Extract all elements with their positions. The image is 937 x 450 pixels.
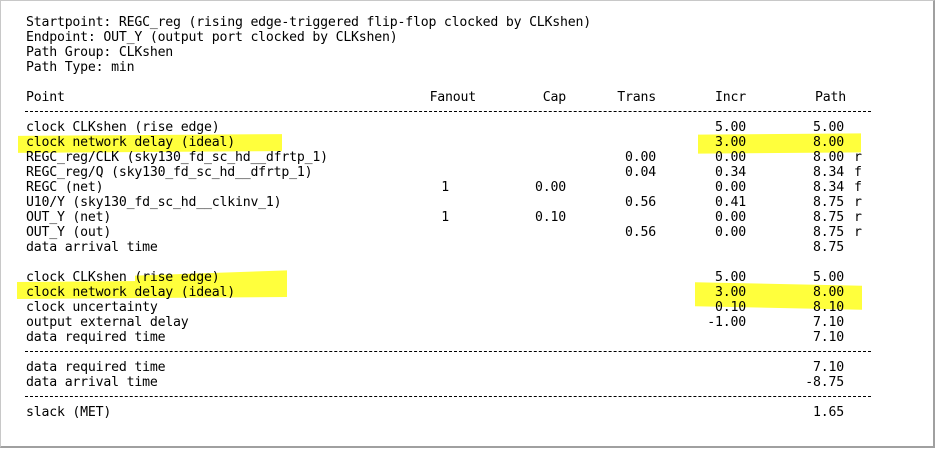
row-trans: 0.56 <box>625 225 656 240</box>
row-point: OUT_Y (net) <box>26 210 112 225</box>
row-path: 8.00 <box>813 135 844 150</box>
summary-separator <box>25 396 871 397</box>
row-path: 8.75 <box>813 240 844 255</box>
row-edge: f <box>854 180 862 195</box>
row-point: clock CLKshen (rise edge) <box>26 270 220 285</box>
row-path: 5.00 <box>813 270 844 285</box>
row-path: 5.00 <box>813 120 844 135</box>
row-cap: 0.10 <box>535 210 566 225</box>
header-separator <box>25 111 871 112</box>
row-incr: 0.41 <box>715 195 746 210</box>
startpoint-line: Startpoint: REGC_reg (rising edge-trigge… <box>26 15 591 30</box>
col-fanout: Fanout <box>429 90 477 105</box>
row-path: 8.10 <box>813 300 844 315</box>
row-point: REGC_reg/CLK (sky130_fd_sc_hd__dfrtp_1) <box>26 150 328 165</box>
row-incr: 3.00 <box>715 285 746 300</box>
row-path: 8.34 <box>813 180 844 195</box>
col-path: Path <box>815 90 846 105</box>
col-cap: Cap <box>542 90 566 105</box>
row-point: output external delay <box>26 315 189 330</box>
row-point: clock CLKshen (rise edge) <box>26 120 220 135</box>
row-edge: r <box>854 210 862 225</box>
row-path: 8.34 <box>813 165 844 180</box>
row-cap: 0.00 <box>535 180 566 195</box>
row-path: 8.00 <box>813 150 844 165</box>
col-point: Point <box>26 90 65 105</box>
endpoint-line: Endpoint: OUT_Y (output port clocked by … <box>26 30 398 45</box>
row-point: REGC (net) <box>26 180 104 195</box>
row-edge: f <box>854 165 862 180</box>
row-path: 8.75 <box>813 225 844 240</box>
required-separator <box>25 351 871 352</box>
row-edge: r <box>854 195 862 210</box>
row-point: clock network delay (ideal) <box>26 285 235 300</box>
row-trans: 0.00 <box>625 150 656 165</box>
row-edge: r <box>854 225 862 240</box>
row-point: clock uncertainty <box>26 300 158 315</box>
row-trans: 0.04 <box>625 165 656 180</box>
row-fanout: 1 <box>441 180 449 195</box>
row-incr: 3.00 <box>715 135 746 150</box>
row-fanout: 1 <box>441 210 449 225</box>
row-incr: 0.00 <box>715 150 746 165</box>
path-group-line: Path Group: CLKshen <box>26 45 174 60</box>
row-point: REGC_reg/Q (sky130_fd_sc_hd__dfrtp_1) <box>26 165 313 180</box>
row-point: data required time <box>26 360 166 375</box>
row-point: clock network delay (ideal) <box>26 135 235 150</box>
row-incr: 0.34 <box>715 165 746 180</box>
row-path: 7.10 <box>813 330 844 345</box>
row-path: 8.75 <box>813 195 844 210</box>
row-point: U10/Y (sky130_fd_sc_hd__clkinv_1) <box>26 195 282 210</box>
row-path: 7.10 <box>813 315 844 330</box>
row-point: OUT_Y (out) <box>26 225 112 240</box>
col-trans: Trans <box>617 90 656 105</box>
row-path: 8.75 <box>813 210 844 225</box>
row-incr: -1.00 <box>707 315 746 330</box>
col-incr: Incr <box>715 90 746 105</box>
row-trans: 0.56 <box>625 195 656 210</box>
row-point: data required time <box>26 330 166 345</box>
row-incr: 0.00 <box>715 180 746 195</box>
row-path: -8.75 <box>805 375 844 390</box>
path-type-line: Path Type: min <box>26 60 135 75</box>
row-incr: 0.00 <box>715 225 746 240</box>
row-incr: 0.10 <box>715 300 746 315</box>
row-edge: r <box>854 150 862 165</box>
slack-value: 1.65 <box>813 405 844 420</box>
row-point: data arrival time <box>26 375 158 390</box>
row-incr: 0.00 <box>715 210 746 225</box>
row-incr: 5.00 <box>715 120 746 135</box>
row-path: 8.00 <box>813 285 844 300</box>
row-path: 7.10 <box>813 360 844 375</box>
row-incr: 5.00 <box>715 270 746 285</box>
slack-label: slack (MET) <box>26 405 112 420</box>
row-point: data arrival time <box>26 240 158 255</box>
